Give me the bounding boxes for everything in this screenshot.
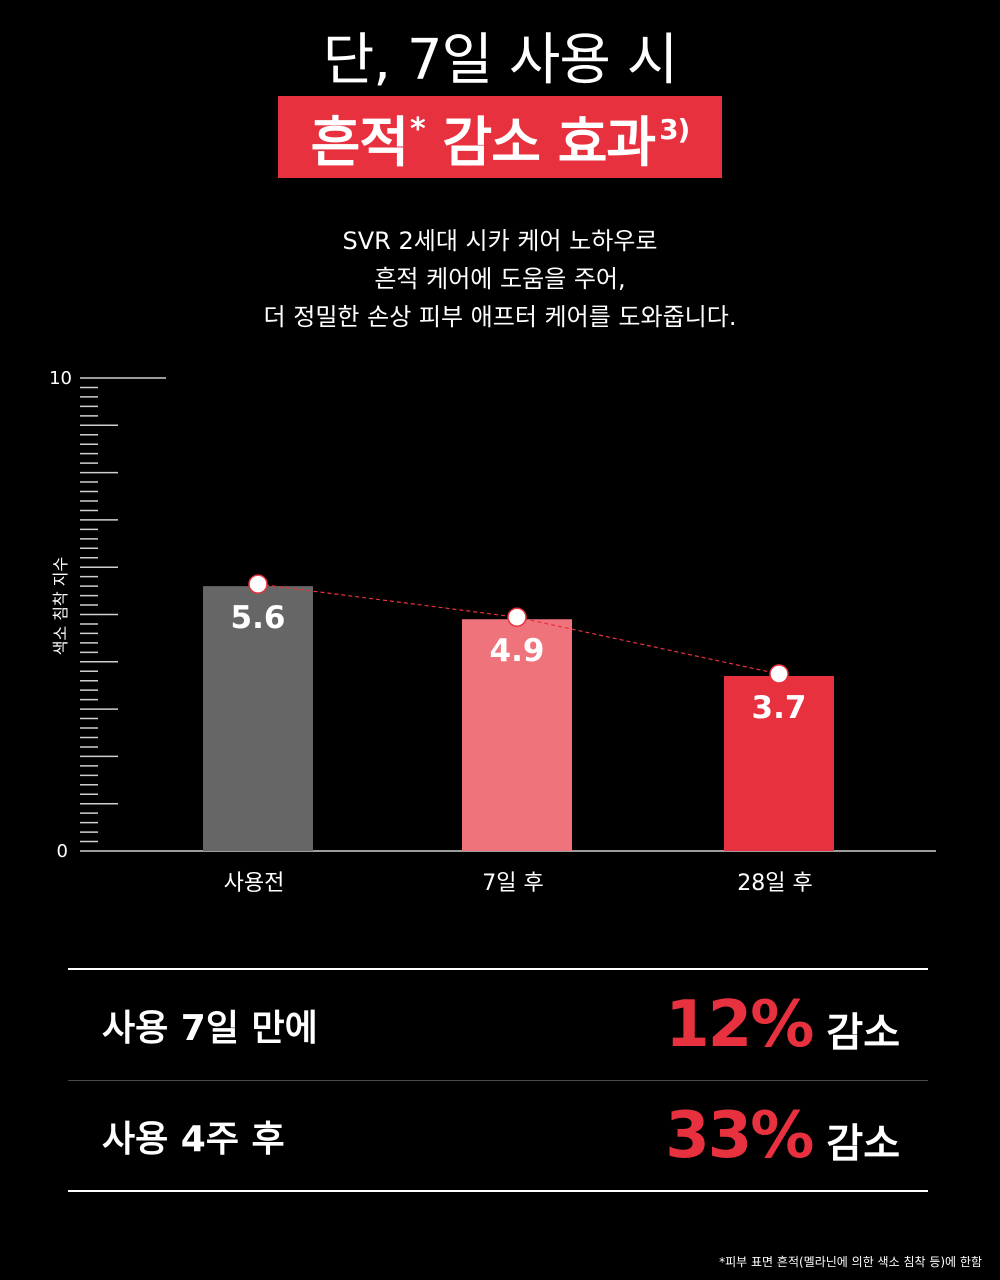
trend-line-segment xyxy=(257,583,518,618)
summary-row-suffix: 감소 xyxy=(826,1120,900,1167)
x-tick-label: 28일 후 xyxy=(737,871,812,896)
summary-row-label: 사용 4주 후 xyxy=(102,1118,285,1160)
summary-row-percent: 33% xyxy=(665,1098,814,1173)
bar-value-label: 3.7 xyxy=(752,690,807,726)
description-line: 더 정밀한 손상 피부 애프터 케어를 도와줍니다. xyxy=(263,303,737,331)
trend-point xyxy=(769,664,789,684)
bar xyxy=(724,675,834,851)
trend-line-segment xyxy=(516,616,780,675)
footnote-reference: 3) xyxy=(659,112,690,146)
description-line: 흔적 케어에 도움을 주어, xyxy=(374,265,626,293)
bar-value-label: 4.9 xyxy=(490,633,545,669)
bar-value-label: 5.6 xyxy=(231,600,286,636)
summary-table: 사용 7일 만에 12% 감소 사용 4주 후 33% 감소 xyxy=(68,968,928,1192)
description-line: SVR 2세대 시카 케어 노하우로 xyxy=(342,227,658,255)
bar-chart: 10 0 색소 침착 지수 5.6 4.9 3.7 사용전 7일 후 28일 후 xyxy=(49,368,936,896)
x-tick-label: 7일 후 xyxy=(482,871,543,896)
highlight-word: 흔적 xyxy=(310,110,409,174)
highlight-rest: 감소 효과 xyxy=(424,110,657,174)
trend-point xyxy=(248,574,268,594)
y-tick-label: 0 xyxy=(57,841,68,862)
x-tick-label: 사용전 xyxy=(224,871,285,896)
summary-row-4weeks: 사용 4주 후 33% 감소 xyxy=(68,1080,928,1190)
y-tick-label: 10 xyxy=(49,368,72,389)
summary-row-label: 사용 7일 만에 xyxy=(102,1008,318,1049)
bar xyxy=(462,619,572,851)
description: SVR 2세대 시카 케어 노하우로 흔적 케어에 도움을 주어, 더 정밀한 … xyxy=(0,222,1000,336)
highlight-banner: 흔적* 감소 효과 3) xyxy=(278,96,722,178)
summary-row-percent: 12% xyxy=(665,988,814,1062)
trend-point xyxy=(507,607,527,627)
summary-row-suffix: 감소 xyxy=(826,1010,900,1056)
summary-row-value: 33% 감소 xyxy=(665,1099,900,1173)
y-axis-label: 색소 침착 지수 xyxy=(51,557,70,656)
page-headline: 단, 7일 사용 시 xyxy=(322,28,678,93)
highlight-star: * xyxy=(410,111,426,147)
highlight-title: 흔적* 감소 효과 3) xyxy=(310,98,691,177)
summary-row-value: 12% 감소 xyxy=(665,988,900,1062)
bar xyxy=(203,586,313,851)
footnote: *피부 표면 흔적(멜라닌에 의한 색소 침착 등)에 한함 xyxy=(719,1255,982,1269)
summary-row-7days: 사용 7일 만에 12% 감소 xyxy=(68,970,928,1080)
